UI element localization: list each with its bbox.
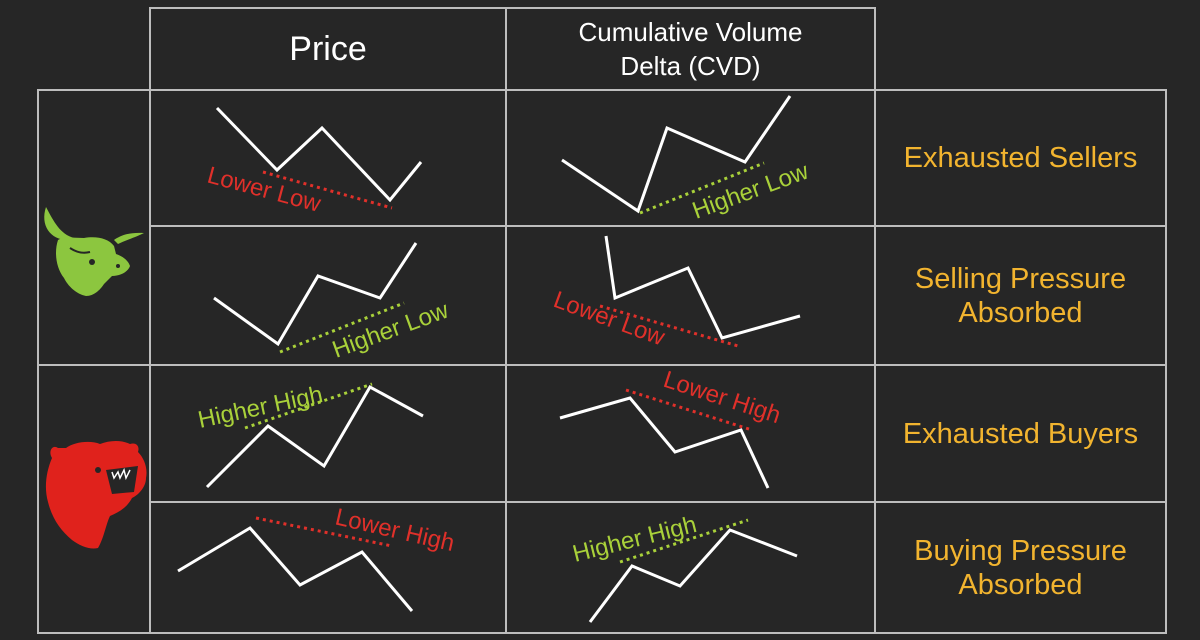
result-row-2: Selling Pressure Absorbed	[876, 227, 1165, 364]
grid-price-left-line	[149, 7, 151, 634]
row2-cvd-pattern: Lower Low	[550, 235, 801, 352]
row4-cvd-label: Higher High	[570, 511, 700, 568]
grid-cvd-right-line	[874, 7, 876, 634]
row3-price-dotted	[244, 382, 373, 430]
bear-head-icon	[45, 441, 147, 549]
result-row-2-line1: Selling Pressure	[914, 262, 1127, 295]
row4-price-line	[177, 526, 414, 612]
row2-price-dotted	[279, 301, 405, 354]
row4-price-pattern: Lower High	[177, 504, 457, 612]
grid-row1-bottom-line	[149, 225, 1167, 227]
grid-cvd-left-line	[505, 7, 507, 634]
row2-price-line	[213, 242, 418, 347]
result-row-3: Exhausted Buyers	[876, 366, 1165, 501]
row3-price-label: Higher High	[196, 381, 326, 434]
result-row-4-line2: Absorbed	[958, 568, 1083, 601]
row2-cvd-dotted	[599, 304, 739, 348]
price-header-text: Price	[289, 29, 367, 68]
result-row-2-line2: Absorbed	[958, 296, 1083, 329]
grid-right-line	[1165, 89, 1167, 634]
row3-price-line	[205, 384, 424, 489]
row3-cvd-pattern: Lower High	[559, 366, 784, 489]
row3-cvd-line	[559, 396, 770, 489]
result-row-1: Exhausted Sellers	[876, 91, 1165, 225]
row4-cvd-pattern: Higher High	[570, 511, 798, 623]
row1-price-line	[215, 106, 423, 203]
bull-head-icon	[44, 207, 144, 296]
result-row-4-line1: Buying Pressure	[914, 534, 1127, 567]
grid-header-bottom-line	[37, 89, 1167, 91]
grid-top-line	[149, 7, 876, 9]
cvd-header-line2: Delta (CVD)	[620, 51, 761, 81]
row2-cvd-line	[604, 235, 801, 340]
row4-cvd-line	[588, 528, 798, 623]
cvd-header-line1: Cumulative Volume	[578, 17, 803, 47]
row4-cvd-dotted	[619, 518, 749, 564]
grid-bottom-line	[37, 632, 1167, 634]
row3-price-pattern: Higher High	[196, 381, 424, 489]
row1-cvd-label: Higher Low	[689, 158, 813, 225]
price-column-header: Price	[151, 9, 505, 89]
cvd-column-header: Cumulative Volume Delta (CVD)	[507, 9, 874, 89]
row1-cvd-pattern: Higher Low	[561, 95, 813, 225]
row1-cvd-dotted	[639, 161, 765, 215]
result-row-3-line1: Exhausted Buyers	[902, 417, 1139, 450]
row3-cvd-dotted	[625, 388, 753, 432]
row4-price-dotted	[255, 516, 393, 548]
grid-row3-bottom-line	[149, 501, 1167, 503]
row2-price-pattern: Higher Low	[213, 242, 453, 364]
grid-bull-bear-divider-line	[37, 364, 1167, 366]
result-row-1-line1: Exhausted Sellers	[903, 142, 1138, 174]
row1-cvd-line	[561, 95, 792, 214]
result-row-4: Buying Pressure Absorbed	[876, 503, 1165, 632]
row1-price-dotted	[262, 170, 393, 210]
row1-price-label: Lower Low	[204, 162, 324, 218]
grid-left-line	[37, 89, 39, 634]
row3-cvd-label: Lower High	[660, 366, 784, 429]
row4-price-label: Lower High	[333, 504, 457, 558]
row1-price-pattern: Lower Low	[204, 106, 423, 218]
row2-cvd-label: Lower Low	[550, 286, 669, 351]
row2-price-label: Higher Low	[329, 297, 453, 364]
